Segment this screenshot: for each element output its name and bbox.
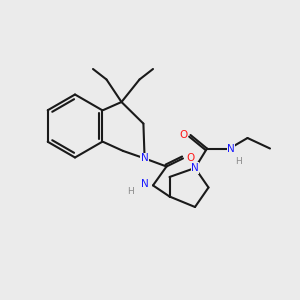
Text: O: O: [179, 130, 187, 140]
Text: N: N: [141, 179, 148, 189]
Text: O: O: [186, 153, 195, 164]
Text: H: H: [127, 188, 134, 196]
Text: H: H: [235, 157, 242, 166]
Text: N: N: [191, 163, 199, 173]
Text: N: N: [141, 153, 148, 164]
Text: N: N: [227, 143, 235, 154]
